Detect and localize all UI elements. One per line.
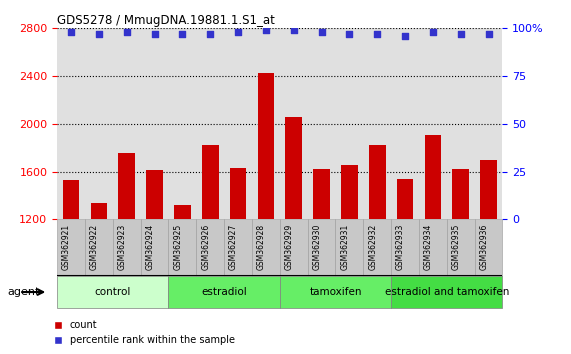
Bar: [447, 219, 475, 276]
Bar: [224, 219, 252, 276]
Bar: [168, 276, 280, 308]
Bar: [90, 203, 107, 219]
Bar: [252, 219, 280, 276]
Text: GSM362928: GSM362928: [257, 224, 266, 270]
Bar: [230, 168, 247, 219]
Point: [400, 33, 409, 39]
Text: estradiol: estradiol: [201, 287, 247, 297]
Point: [150, 31, 159, 37]
Point: [122, 29, 131, 35]
Bar: [313, 169, 330, 219]
Bar: [391, 276, 502, 308]
Bar: [397, 179, 413, 219]
Text: GSM362935: GSM362935: [452, 224, 461, 270]
Text: GSM362921: GSM362921: [62, 224, 71, 270]
Legend: count, percentile rank within the sample: count, percentile rank within the sample: [51, 316, 239, 349]
Bar: [369, 145, 385, 219]
Text: GSM362923: GSM362923: [118, 224, 127, 270]
Bar: [391, 219, 419, 276]
Point: [484, 31, 493, 37]
Text: GSM362929: GSM362929: [285, 224, 293, 270]
Point: [66, 29, 75, 35]
Bar: [363, 219, 391, 276]
Text: GSM362931: GSM362931: [340, 224, 349, 270]
Bar: [112, 219, 140, 276]
Text: estradiol and tamoxifen: estradiol and tamoxifen: [385, 287, 509, 297]
Bar: [419, 219, 447, 276]
Text: GSM362932: GSM362932: [368, 224, 377, 270]
Point: [373, 31, 382, 37]
Text: GSM362926: GSM362926: [201, 224, 210, 270]
Bar: [196, 219, 224, 276]
Bar: [140, 219, 168, 276]
Point: [345, 31, 354, 37]
Bar: [57, 276, 168, 308]
Bar: [258, 73, 274, 219]
Bar: [280, 219, 308, 276]
Text: GSM362933: GSM362933: [396, 224, 405, 270]
Point: [317, 29, 326, 35]
Point: [234, 29, 243, 35]
Text: GSM362927: GSM362927: [229, 224, 238, 270]
Bar: [308, 219, 336, 276]
Point: [178, 31, 187, 37]
Bar: [168, 219, 196, 276]
Text: GSM362934: GSM362934: [424, 224, 433, 270]
Text: GSM362924: GSM362924: [146, 224, 155, 270]
Text: GSM362930: GSM362930: [312, 224, 321, 270]
Point: [289, 27, 298, 33]
Bar: [85, 219, 113, 276]
Bar: [280, 276, 391, 308]
Point: [94, 31, 103, 37]
Point: [456, 31, 465, 37]
Text: GSM362936: GSM362936: [480, 224, 489, 270]
Bar: [118, 153, 135, 219]
Bar: [335, 219, 363, 276]
Text: GSM362922: GSM362922: [90, 224, 99, 270]
Bar: [63, 180, 79, 219]
Bar: [341, 165, 357, 219]
Bar: [146, 171, 163, 219]
Text: tamoxifen: tamoxifen: [309, 287, 361, 297]
Bar: [202, 145, 219, 219]
Text: control: control: [95, 287, 131, 297]
Text: agent: agent: [7, 287, 40, 297]
Bar: [452, 169, 469, 219]
Bar: [57, 219, 85, 276]
Bar: [286, 117, 302, 219]
Text: GDS5278 / MmugDNA.19881.1.S1_at: GDS5278 / MmugDNA.19881.1.S1_at: [57, 14, 275, 27]
Bar: [174, 205, 191, 219]
Bar: [480, 160, 497, 219]
Point: [206, 31, 215, 37]
Text: GSM362925: GSM362925: [174, 224, 182, 270]
Point: [262, 27, 271, 33]
Bar: [425, 135, 441, 219]
Point: [428, 29, 437, 35]
Bar: [475, 219, 502, 276]
